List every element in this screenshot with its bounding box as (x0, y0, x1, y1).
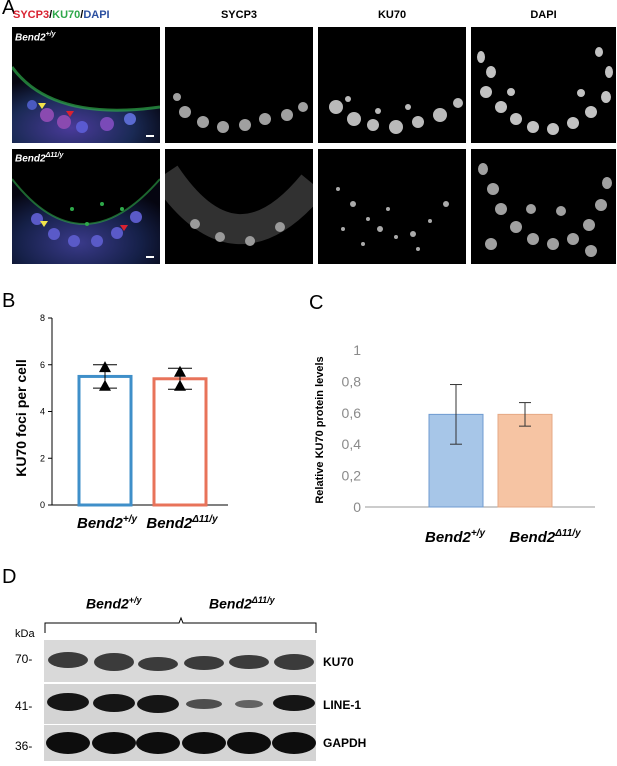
panel-b-ytick-label: 8 (40, 313, 45, 323)
dapi-image-wildtype-art (477, 47, 613, 135)
panel-b-datapoint (99, 361, 111, 373)
panel-c-ytick-label: 0,8 (342, 373, 362, 389)
panel-c-ytick-label: 0 (353, 499, 361, 515)
merge-channel-header: SYCP3/KU70/DAPI (13, 9, 110, 21)
sycp3-image-wildtype (165, 27, 313, 143)
panel-b-datapoint (174, 379, 186, 391)
group-label-base: Bend2 (209, 595, 252, 612)
merge-image-mutant: Bend2Δ11/y (12, 149, 160, 264)
panel-c-ytick-label: 0,2 (342, 468, 362, 484)
group-brackets (44, 616, 317, 633)
panel-c-letter: C (309, 292, 324, 314)
panel-b-ytick-label: 2 (40, 453, 45, 463)
panel-c-ytick-label: 1 (353, 342, 361, 358)
genotype-label-wildtype: Bend2+/y (15, 31, 56, 43)
panel-b-ytick-label: 0 (40, 500, 45, 510)
panel-b-bar (77, 374, 133, 507)
panel-b-datapoint (99, 379, 111, 391)
sycp3-image-mutant-art (165, 165, 313, 246)
panel-c-ylabel: Relative KU70 protein levels (314, 356, 326, 503)
panel-b-letter: B (2, 290, 16, 312)
dapi-image-mutant (471, 149, 616, 264)
marker-70: 70- (15, 652, 33, 666)
ku70-column-title: KU70 (377, 9, 407, 21)
genotype-sup: Δ11/y (45, 152, 64, 159)
group-label-sup: +/y (128, 595, 142, 605)
dapi-image-wildtype (471, 27, 616, 143)
panel-b-xtick-label: Bend2+/y (77, 514, 137, 532)
ku70-blot-bands (44, 640, 316, 682)
ku70-image-mutant (318, 149, 466, 264)
panel-c-chart: Relative KU70 protein levels 0 0,2 0,4 0,6 0… (314, 342, 595, 546)
dapi-image-mutant-art (478, 163, 612, 257)
panel-b-datapoint (174, 365, 186, 377)
gapdh-blot (44, 725, 316, 761)
line1-blot-bands (44, 684, 316, 724)
genotype-label-mutant: Bend2Δ11/y (15, 152, 63, 164)
merge-image-mutant-art (12, 178, 160, 264)
panel-c-ytick-label: 0,6 (342, 405, 362, 421)
ku70-image-wildtype (318, 27, 466, 143)
panel-b-bar (152, 377, 208, 507)
merge-image-wildtype-art (12, 66, 160, 143)
scale-bar (146, 256, 154, 258)
panel-b-ytick-label: 4 (40, 407, 45, 417)
marker-41: 41- (15, 699, 33, 713)
ku70-band-label: KU70 (323, 655, 354, 669)
line1-blot (44, 684, 316, 724)
sycp3-column-title: SYCP3 (220, 9, 258, 21)
panel-d-letter: D (2, 566, 17, 588)
sycp3-image-mutant (165, 149, 313, 264)
genotype-sup: +/y (45, 31, 56, 38)
dapi-column-title: DAPI (530, 9, 557, 21)
panel-c-xtick-label: Bend2Δ11/y (509, 528, 581, 546)
panel-c-bar (497, 413, 553, 508)
dapi-legend-label: DAPI (83, 9, 110, 21)
genotype-base: Bend2 (15, 153, 46, 165)
group-label-sup: Δ11/y (251, 595, 275, 605)
gapdh-band-label: GAPDH (323, 736, 367, 750)
sycp3-image-wildtype-art (173, 93, 308, 133)
sycp3-legend-label: SYCP3 (13, 9, 50, 21)
group-label-base: Bend2 (86, 595, 129, 612)
gapdh-blot-bands (44, 725, 316, 761)
group-label-wildtype: Bend2+/y (86, 595, 142, 612)
ku70-legend-label: KU70 (52, 9, 81, 21)
panel-b-chart: KU70 foci per cell 0 2 4 6 8 Bend2+/y Bend2Δ1… (13, 313, 228, 532)
panel-b-ytick-label: 6 (40, 360, 45, 370)
ku70-image-wildtype-art (329, 96, 463, 134)
ku70-image-mutant-art (336, 187, 449, 251)
scale-bar (146, 135, 154, 137)
panel-b-ylabel: KU70 foci per cell (13, 359, 29, 477)
line1-band-label: LINE-1 (323, 698, 362, 712)
panel-c-ytick-label: 0,4 (342, 436, 362, 452)
merge-image-wildtype: Bend2+/y (12, 27, 160, 143)
marker-36: 36- (15, 739, 33, 753)
legend-separator: / (49, 9, 53, 21)
ku70-blot (44, 640, 316, 682)
panel-b-xtick-label: Bend2Δ11/y (146, 514, 218, 532)
panel-c-xtick-label: Bend2+/y (425, 528, 485, 546)
genotype-base: Bend2 (15, 32, 46, 44)
group-label-mutant: Bend2Δ11/y (209, 595, 275, 612)
panel-a-letter: A (2, 0, 16, 19)
legend-separator: / (80, 9, 84, 21)
kda-label: kDa (15, 628, 35, 640)
